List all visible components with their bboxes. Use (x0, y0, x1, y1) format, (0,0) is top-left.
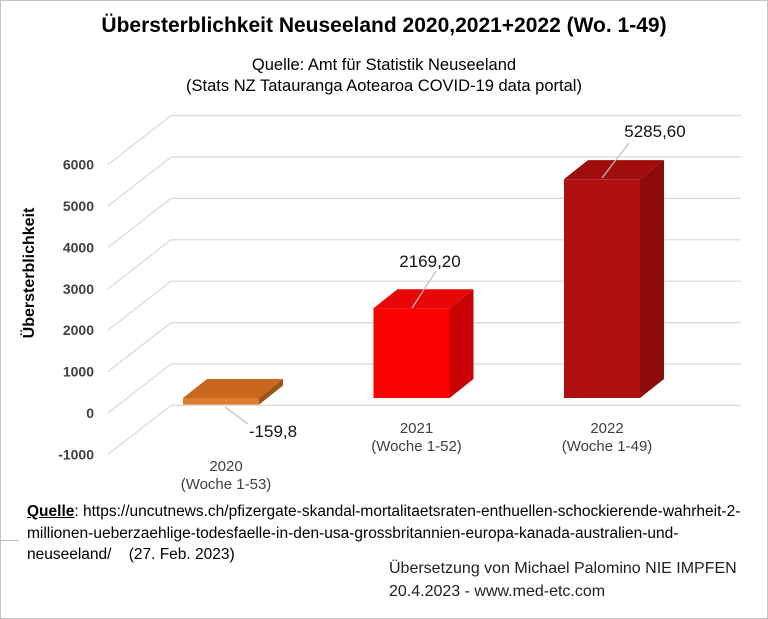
y-tick-label-5000: 5000 (63, 198, 94, 214)
y-tick-label-4000: 4000 (63, 239, 94, 255)
category-weeks-2021: (Woche 1-52) (371, 438, 462, 455)
page-title: Übersterblichkeit Neuseeland 2020,2021+2… (101, 14, 667, 37)
chart-frame-edge (1, 540, 19, 541)
bar-front-face (564, 179, 640, 398)
credit-line-1: Übersetzung von Michael Palomino NIE IMP… (389, 560, 737, 577)
gridline-4000 (107, 197, 741, 248)
y-tick-label-2000: 2000 (63, 322, 94, 338)
translation-credit: Übersetzung von Michael Palomino NIE IMP… (389, 557, 749, 603)
y-axis-title: Übersterblichkeit (19, 207, 38, 338)
source-url-part1: : https://uncutnews.ch/pfizergate-skanda… (74, 503, 741, 520)
bar-front-face (373, 308, 450, 398)
source-line-2: millionen-ueberzaehlige-todesfaelle-in-d… (27, 524, 679, 542)
category-weeks-2022: (Woche 1-49) (562, 438, 653, 455)
gridline-1000 (107, 322, 741, 373)
category-year-2020: 2020 (209, 458, 242, 475)
bar-2022 (564, 160, 664, 398)
y-tick-label-6000: 6000 (63, 157, 94, 173)
bar-side-face (449, 289, 474, 398)
y-tick-label-1000: 1000 (63, 364, 94, 380)
source-label: Quelle (27, 503, 75, 520)
subtitle-source-en: (Stats NZ Tatauranga Aotearoa COVID-19 d… (186, 77, 582, 95)
y-tick-label-3000: 3000 (63, 281, 94, 297)
gridline-3000 (107, 239, 741, 290)
gridline--1000 (107, 404, 741, 455)
subtitle-source: Quelle: Amt für Statistik Neuseeland (251, 56, 517, 74)
y-tick-label-0: 0 (86, 405, 94, 421)
credit-line-2: 20.4.2023 - www.med-etc.com (389, 583, 606, 600)
footer-source: Quelle: https://uncutnews.ch/pfizergate-… (27, 501, 757, 566)
bar-2021 (373, 289, 474, 398)
data-label-2020: -159,8 (249, 422, 297, 441)
bar-side-face (259, 379, 283, 405)
gridline-2000 (107, 280, 741, 331)
leader-line-2022 (601, 142, 630, 179)
excess-mortality-3d-bar-chart: -1000 0 1000 2000 3000 4000 5000 6000 Übersterbl… (19, 115, 741, 493)
leader-line-2021 (411, 270, 437, 309)
bar-front-face (183, 398, 259, 405)
category-weeks-2020: (Woche 1-53) (181, 476, 272, 493)
leader-line-2020 (224, 406, 249, 425)
bar-top-face (564, 160, 664, 180)
data-label-2021: 2169,20 (399, 252, 460, 271)
source-line-1: Quelle: https://uncutnews.ch/pfizergate-… (27, 501, 757, 523)
bar-top-face (373, 289, 474, 309)
bar-2020 (183, 379, 283, 405)
bar-top-face (183, 379, 283, 398)
gridline-6000 (107, 115, 741, 166)
category-year-2021: 2021 (400, 420, 433, 437)
data-label-2022: 5285,60 (624, 122, 685, 141)
source-line-3: neuseeland/ (27. Feb. 2023) (27, 546, 235, 563)
y-tick-label--1000: -1000 (58, 446, 94, 462)
gridline-5000 (107, 156, 741, 207)
bar-side-face (640, 160, 664, 398)
gridline-0 (107, 363, 741, 414)
category-year-2022: 2022 (590, 420, 623, 437)
